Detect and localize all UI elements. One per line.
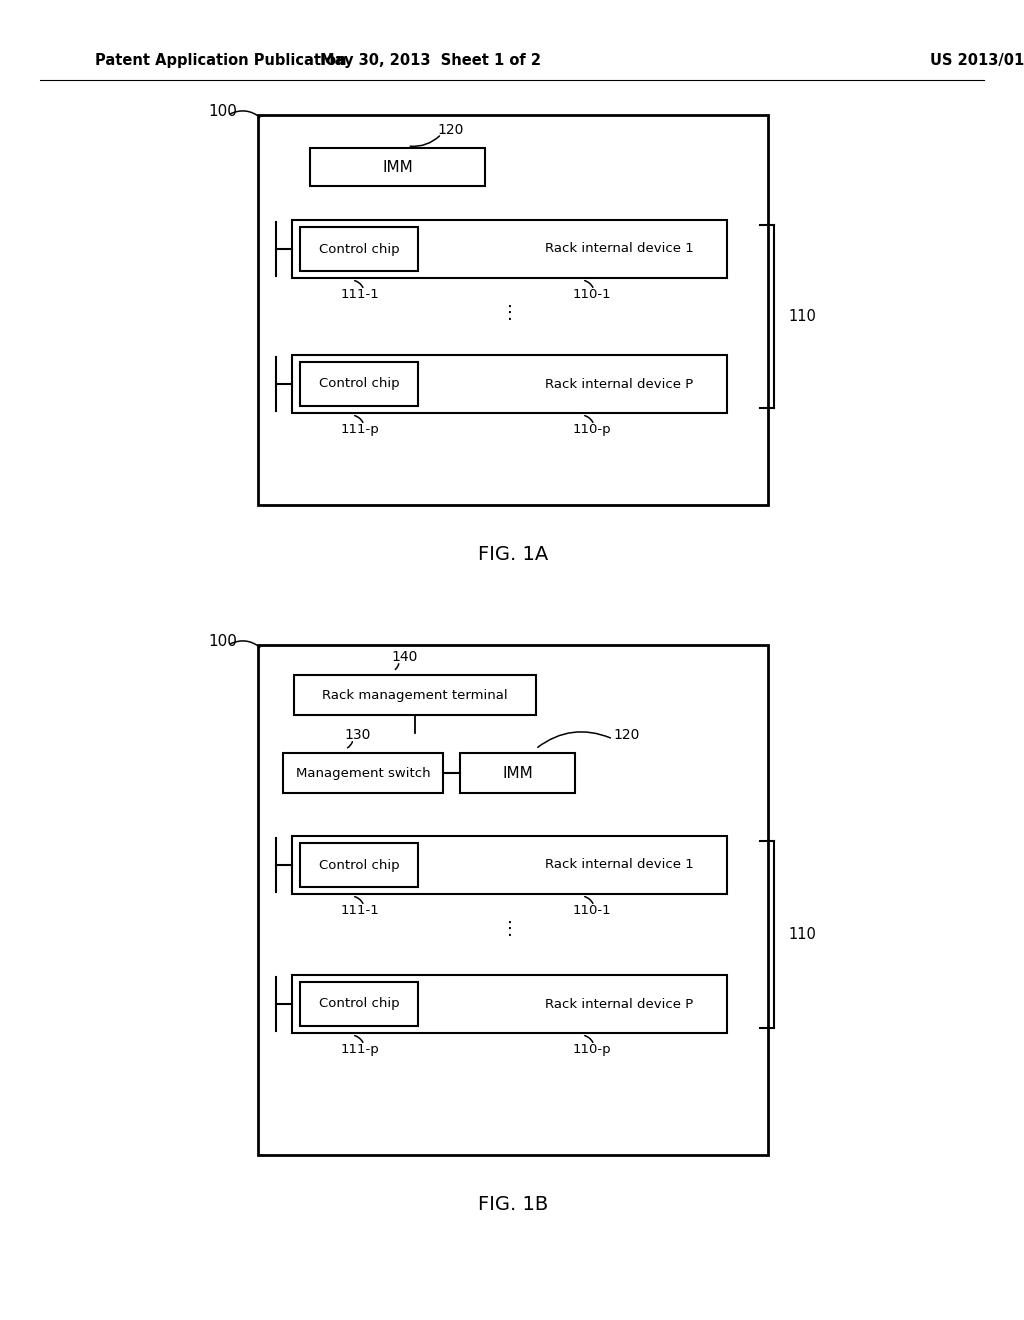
Bar bbox=[292, 355, 727, 413]
Text: ⋮: ⋮ bbox=[501, 920, 518, 939]
Text: 110-1: 110-1 bbox=[572, 903, 611, 916]
Text: 110-p: 110-p bbox=[572, 1043, 611, 1056]
Text: 110-p: 110-p bbox=[572, 422, 611, 436]
Text: 110-1: 110-1 bbox=[572, 288, 611, 301]
Bar bbox=[258, 115, 768, 506]
Bar bbox=[294, 675, 536, 715]
Text: Rack management terminal: Rack management terminal bbox=[323, 689, 508, 701]
Text: Rack internal device 1: Rack internal device 1 bbox=[545, 243, 694, 256]
Text: 140: 140 bbox=[392, 649, 418, 664]
Bar bbox=[300, 982, 418, 1026]
Bar bbox=[300, 227, 418, 271]
Text: ⋮: ⋮ bbox=[501, 304, 518, 322]
Text: 130: 130 bbox=[345, 729, 371, 742]
Bar bbox=[300, 843, 418, 887]
Text: Control chip: Control chip bbox=[318, 998, 399, 1011]
Text: 111-1: 111-1 bbox=[341, 903, 379, 916]
Text: Rack internal device 1: Rack internal device 1 bbox=[545, 858, 694, 871]
Text: Management switch: Management switch bbox=[296, 767, 430, 780]
Text: 110: 110 bbox=[788, 927, 816, 942]
Bar bbox=[292, 220, 727, 279]
Text: May 30, 2013  Sheet 1 of 2: May 30, 2013 Sheet 1 of 2 bbox=[319, 53, 541, 67]
Text: FIG. 1B: FIG. 1B bbox=[478, 1196, 548, 1214]
Text: 111-1: 111-1 bbox=[341, 288, 379, 301]
Text: Control chip: Control chip bbox=[318, 378, 399, 391]
Text: 100: 100 bbox=[208, 104, 237, 120]
Text: 100: 100 bbox=[208, 635, 237, 649]
Text: 111-p: 111-p bbox=[341, 422, 379, 436]
Bar bbox=[300, 362, 418, 407]
Text: Control chip: Control chip bbox=[318, 243, 399, 256]
Bar bbox=[292, 836, 727, 894]
Text: 111-p: 111-p bbox=[341, 1043, 379, 1056]
Text: Patent Application Publication: Patent Application Publication bbox=[95, 53, 346, 67]
Bar bbox=[310, 148, 485, 186]
Text: Control chip: Control chip bbox=[318, 858, 399, 871]
Bar bbox=[460, 752, 575, 793]
Text: FIG. 1A: FIG. 1A bbox=[478, 545, 548, 565]
Text: IMM: IMM bbox=[502, 766, 532, 780]
Text: 120: 120 bbox=[613, 729, 639, 742]
Bar bbox=[283, 752, 443, 793]
Text: US 2013/0139141 A1: US 2013/0139141 A1 bbox=[930, 53, 1024, 67]
Bar bbox=[258, 645, 768, 1155]
Text: Rack internal device P: Rack internal device P bbox=[546, 378, 693, 391]
Text: 120: 120 bbox=[437, 123, 464, 137]
Text: IMM: IMM bbox=[382, 160, 413, 174]
Bar bbox=[292, 975, 727, 1034]
Text: Rack internal device P: Rack internal device P bbox=[546, 998, 693, 1011]
Text: 110: 110 bbox=[788, 309, 816, 323]
